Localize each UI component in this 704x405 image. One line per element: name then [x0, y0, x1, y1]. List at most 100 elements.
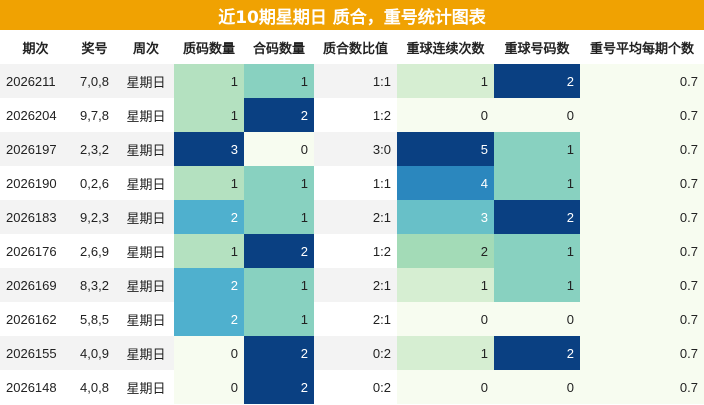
- composite-count-cell: 1: [244, 200, 314, 234]
- ratio-cell: 2:1: [314, 200, 397, 234]
- table-body: 2026211 7,0,8 星期日 1 1 1:1 1 2 0.7 2026204 9,7,8 星期日…: [0, 64, 704, 404]
- header-row: 期次 奖号 周次 质码数量 合码数量 质合数比值 重球连续次数 重球号码数 重号平均每期个数: [0, 30, 704, 64]
- repeat-count-cell: 0: [494, 98, 580, 132]
- repeat-count-cell: 1: [494, 166, 580, 200]
- numbers-cell: 2,6,9: [71, 234, 118, 268]
- ratio-cell: 1:2: [314, 98, 397, 132]
- table-row: 2026190 0,2,6 星期日 1 1 1:1 4 1 0.7: [0, 166, 704, 200]
- numbers-cell: 4,0,8: [71, 370, 118, 404]
- prime-count-cell: 0: [174, 336, 244, 370]
- numbers-cell: 0,2,6: [71, 166, 118, 200]
- table-row: 2026176 2,6,9 星期日 1 2 1:2 2 1 0.7: [0, 234, 704, 268]
- period-cell: 2026197: [0, 132, 71, 166]
- repeat-avg-cell: 0.7: [580, 132, 704, 166]
- repeat-streak-cell: 3: [397, 200, 494, 234]
- repeat-count-cell: 2: [494, 336, 580, 370]
- numbers-cell: 4,0,9: [71, 336, 118, 370]
- table-row: 2026169 8,3,2 星期日 2 1 2:1 1 1 0.7: [0, 268, 704, 302]
- table-row: 2026197 2,3,2 星期日 3 0 3:0 5 1 0.7: [0, 132, 704, 166]
- stats-table: 期次 奖号 周次 质码数量 合码数量 质合数比值 重球连续次数 重球号码数 重号平均每期个数 2…: [0, 30, 704, 404]
- repeat-avg-cell: 0.7: [580, 268, 704, 302]
- chart-title: 近10期星期日 质合，重号统计图表: [0, 0, 704, 30]
- repeat-count-cell: 2: [494, 64, 580, 98]
- weekday-cell: 星期日: [118, 336, 174, 370]
- ratio-cell: 1:2: [314, 234, 397, 268]
- period-cell: 2026162: [0, 302, 71, 336]
- period-cell: 2026169: [0, 268, 71, 302]
- period-cell: 2026155: [0, 336, 71, 370]
- ratio-header: 质合数比值: [322, 41, 388, 57]
- period-cell: 2026204: [0, 98, 71, 132]
- composite-count-cell: 1: [244, 268, 314, 302]
- repeat-count-cell: 2: [494, 200, 580, 234]
- ratio-cell: 3:0: [314, 132, 397, 166]
- prime-count-cell: 1: [174, 98, 244, 132]
- numbers-header: 奖号: [81, 41, 108, 57]
- repeat-avg-cell: 0.7: [580, 370, 704, 404]
- repeat-avg-cell: 0.7: [580, 234, 704, 268]
- repeat-streak-cell: 5: [397, 132, 494, 166]
- weekday-cell: 星期日: [118, 200, 174, 234]
- prime-count-cell: 2: [174, 268, 244, 302]
- prime-count-cell: 3: [174, 132, 244, 166]
- composite-count-cell: 1: [244, 64, 314, 98]
- repeat-streak-cell: 0: [397, 370, 494, 404]
- repeat-streak-cell: 2: [397, 234, 494, 268]
- repeat-count-header: 重球号码数: [504, 41, 570, 57]
- numbers-cell: 9,2,3: [71, 200, 118, 234]
- repeat-avg-cell: 0.7: [580, 64, 704, 98]
- table-row: 2026183 9,2,3 星期日 2 1 2:1 3 2 0.7: [0, 200, 704, 234]
- composite-count-cell: 0: [244, 132, 314, 166]
- repeat-avg-cell: 0.7: [580, 98, 704, 132]
- period-cell: 2026183: [0, 200, 71, 234]
- prime-count-header: 质码数量: [182, 41, 235, 57]
- composite-count-cell: 2: [244, 98, 314, 132]
- prime-count-cell: 2: [174, 302, 244, 336]
- weekday-cell: 星期日: [118, 302, 174, 336]
- period-cell: 2026211: [0, 64, 71, 98]
- weekday-cell: 星期日: [118, 370, 174, 404]
- ratio-cell: 0:2: [314, 336, 397, 370]
- composite-count-cell: 1: [244, 302, 314, 336]
- repeat-count-cell: 0: [494, 302, 580, 336]
- repeat-avg-cell: 0.7: [580, 166, 704, 200]
- numbers-cell: 5,8,5: [71, 302, 118, 336]
- repeat-count-cell: 1: [494, 234, 580, 268]
- ratio-cell: 1:1: [314, 166, 397, 200]
- ratio-cell: 0:2: [314, 370, 397, 404]
- repeat-avg-header: 重号平均每期个数: [589, 41, 694, 57]
- repeat-streak-cell: 1: [397, 268, 494, 302]
- prime-count-cell: 2: [174, 200, 244, 234]
- prime-count-cell: 1: [174, 234, 244, 268]
- table-row: 2026204 9,7,8 星期日 1 2 1:2 0 0 0.7: [0, 98, 704, 132]
- repeat-count-cell: 1: [494, 132, 580, 166]
- table-row: 2026155 4,0,9 星期日 0 2 0:2 1 2 0.7: [0, 336, 704, 370]
- repeat-streak-cell: 0: [397, 302, 494, 336]
- period-header: 期次: [22, 41, 49, 57]
- table-row: 2026148 4,0,8 星期日 0 2 0:2 0 0 0.7: [0, 370, 704, 404]
- prime-count-cell: 1: [174, 64, 244, 98]
- prime-count-cell: 1: [174, 166, 244, 200]
- numbers-cell: 9,7,8: [71, 98, 118, 132]
- prime-count-cell: 0: [174, 370, 244, 404]
- repeat-avg-cell: 0.7: [580, 302, 704, 336]
- repeat-avg-cell: 0.7: [580, 200, 704, 234]
- weekday-cell: 星期日: [118, 234, 174, 268]
- composite-count-cell: 2: [244, 234, 314, 268]
- period-cell: 2026148: [0, 370, 71, 404]
- repeat-streak-cell: 4: [397, 166, 494, 200]
- weekday-header: 周次: [132, 41, 159, 57]
- composite-count-cell: 2: [244, 336, 314, 370]
- weekday-cell: 星期日: [118, 268, 174, 302]
- composite-count-cell: 1: [244, 166, 314, 200]
- ratio-cell: 2:1: [314, 302, 397, 336]
- numbers-cell: 2,3,2: [71, 132, 118, 166]
- ratio-cell: 2:1: [314, 268, 397, 302]
- period-cell: 2026190: [0, 166, 71, 200]
- repeat-streak-header: 重球连续次数: [406, 41, 485, 57]
- period-cell: 2026176: [0, 234, 71, 268]
- ratio-cell: 1:1: [314, 64, 397, 98]
- weekday-cell: 星期日: [118, 132, 174, 166]
- repeat-streak-cell: 1: [397, 336, 494, 370]
- composite-count-header: 合码数量: [252, 41, 305, 57]
